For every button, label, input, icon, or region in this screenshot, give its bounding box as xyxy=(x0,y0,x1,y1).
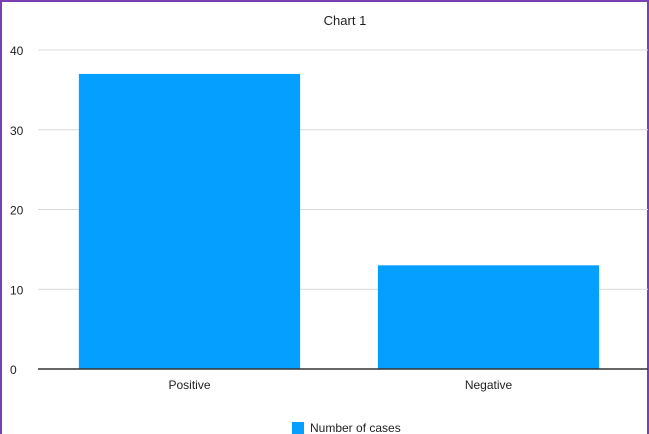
y-tick-label-20: 20 xyxy=(10,204,24,218)
legend-label-number-of-cases: Number of cases xyxy=(310,421,401,434)
bars xyxy=(78,73,600,370)
y-axis-ticks: 0 10 20 30 40 xyxy=(10,44,24,377)
x-tick-label-negative: Negative xyxy=(465,378,513,392)
y-tick-label-30: 30 xyxy=(10,124,24,138)
bar-negative xyxy=(377,265,600,369)
legend: Number of cases xyxy=(292,421,401,434)
y-tick-label-40: 40 xyxy=(10,44,24,58)
bar-positive xyxy=(78,73,301,370)
x-axis-ticks: Positive Negative xyxy=(168,378,512,392)
y-tick-label-10: 10 xyxy=(10,283,24,297)
y-tick-label-0: 0 xyxy=(10,363,17,377)
legend-swatch xyxy=(292,422,304,434)
x-tick-label-positive: Positive xyxy=(168,378,210,392)
chart-title: Chart 1 xyxy=(324,13,367,28)
